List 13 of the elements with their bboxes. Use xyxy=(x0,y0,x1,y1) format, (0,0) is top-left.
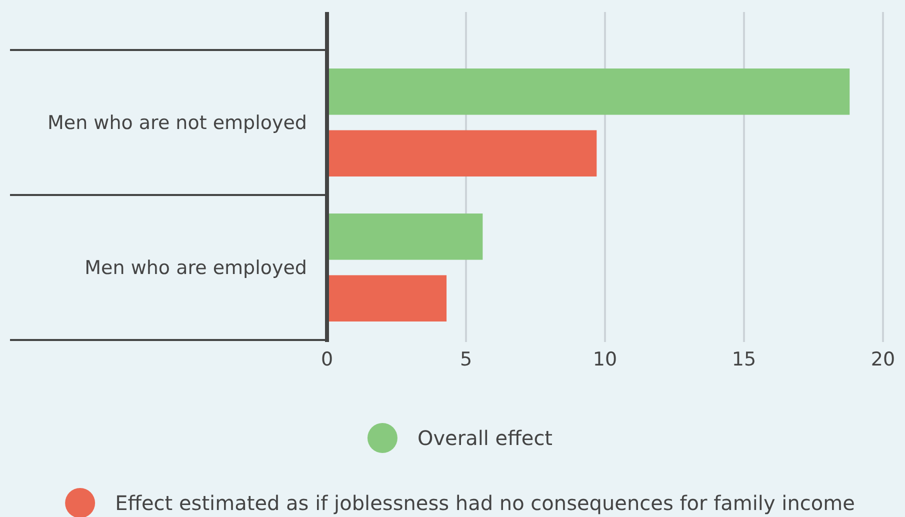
bar xyxy=(327,275,447,322)
x-tick-label: 5 xyxy=(460,348,472,370)
legend-label: Effect estimated as if joblessness had no consequences for family income xyxy=(115,491,855,515)
y-tick-label: Men who are employed xyxy=(84,257,307,280)
x-tick-label: 20 xyxy=(870,348,896,370)
x-tick-label: 15 xyxy=(732,348,756,370)
bar xyxy=(327,68,850,115)
legend-label: Overall effect xyxy=(417,426,553,450)
bar xyxy=(327,214,483,260)
y-tick-label: Men who are not employed xyxy=(48,112,307,134)
x-tick-label: 0 xyxy=(320,348,334,370)
bar xyxy=(327,130,597,176)
x-tick-label: 10 xyxy=(592,348,618,370)
